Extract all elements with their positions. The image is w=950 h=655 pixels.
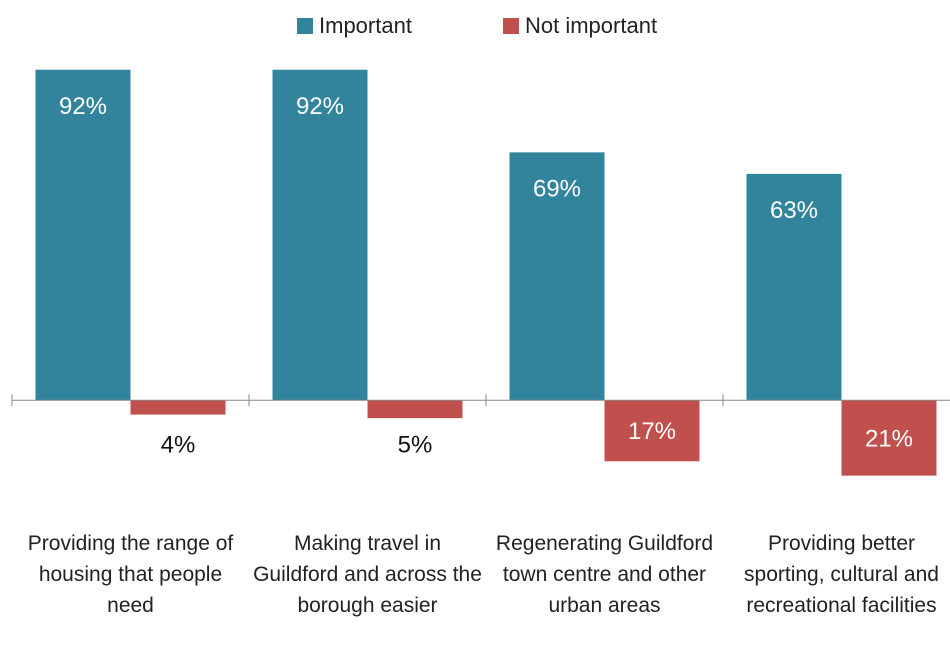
x-tick-label: Providing better sporting, cultural and … bbox=[744, 532, 939, 617]
bar bbox=[130, 400, 226, 415]
legend-swatch bbox=[503, 18, 519, 34]
legend-label: Important bbox=[319, 13, 412, 38]
data-label: 92% bbox=[296, 93, 344, 120]
x-tick-label: Providing the range of housing that peop… bbox=[27, 532, 234, 617]
legend-swatch bbox=[297, 18, 313, 34]
legend-label: Not important bbox=[525, 13, 657, 38]
data-label: 21% bbox=[865, 425, 913, 452]
data-label: 4% bbox=[161, 432, 196, 459]
bar bbox=[604, 400, 700, 462]
data-label: 92% bbox=[59, 93, 107, 120]
bar bbox=[509, 152, 605, 401]
bar bbox=[367, 400, 463, 419]
data-label: 17% bbox=[628, 418, 676, 445]
data-label: 5% bbox=[398, 432, 433, 459]
x-tick-label: Making travel in Guildford and across th… bbox=[253, 532, 482, 617]
x-tick-label: Regenerating Guildford town centre and o… bbox=[495, 532, 714, 617]
bar bbox=[272, 69, 368, 401]
data-label: 63% bbox=[770, 197, 818, 224]
bar bbox=[746, 173, 842, 401]
data-label: 69% bbox=[533, 176, 581, 203]
bar bbox=[841, 400, 937, 476]
bar bbox=[35, 69, 131, 401]
